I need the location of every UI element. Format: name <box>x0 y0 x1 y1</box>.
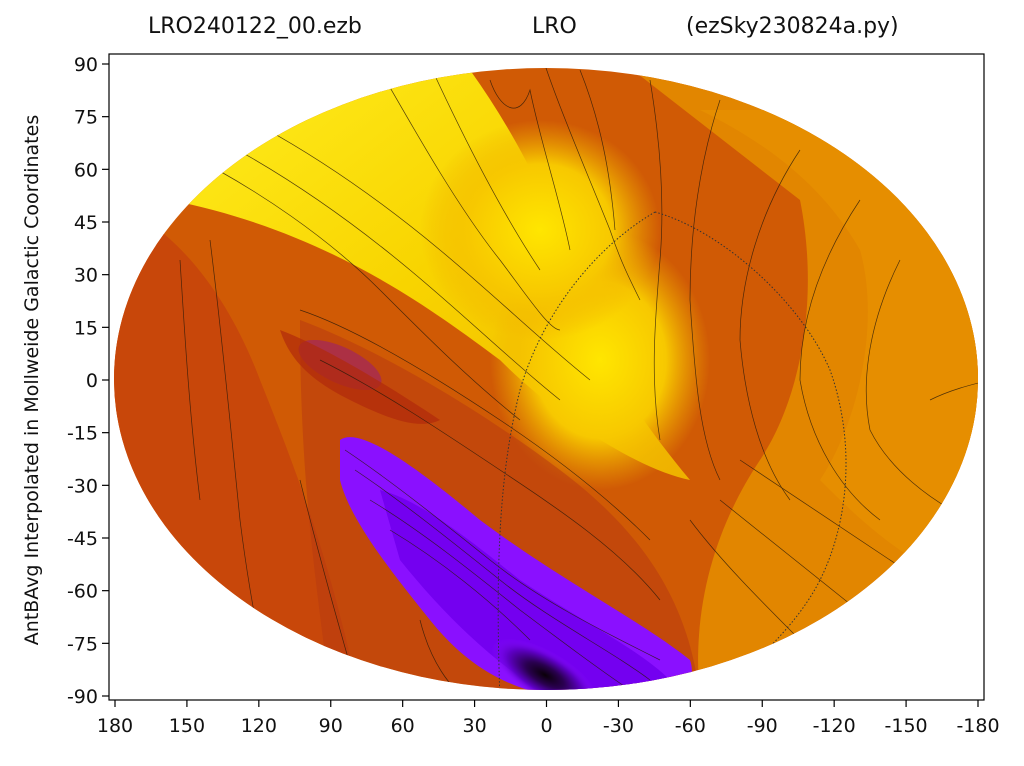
y-tick-label: 75 <box>74 107 98 129</box>
y-tick-label: -75 <box>67 633 98 655</box>
y-tick-label: -45 <box>67 528 98 550</box>
y-tick-label: 60 <box>74 159 98 181</box>
x-tick-label: -180 <box>956 715 999 737</box>
y-tick-label: -90 <box>67 686 98 708</box>
y-tick-label: -15 <box>67 423 98 445</box>
title-script: (ezSky230824a.py) <box>686 14 899 39</box>
y-tick-label: 0 <box>86 370 98 392</box>
y-tick-label: 45 <box>74 212 98 234</box>
y-tick-label: 15 <box>74 317 98 339</box>
x-tick-label: 180 <box>97 715 133 737</box>
x-tick-label: 150 <box>169 715 205 737</box>
x-tick-label: 30 <box>462 715 486 737</box>
x-tick-label: -120 <box>813 715 856 737</box>
y-tick-label: 90 <box>74 54 98 76</box>
x-tick-label: -90 <box>747 715 778 737</box>
y-tick-label: 30 <box>74 265 98 287</box>
overlay-curve <box>497 211 847 690</box>
y-tick-label: -30 <box>67 475 98 497</box>
x-tick-label: -60 <box>675 715 706 737</box>
x-tick-label: 0 <box>540 715 552 737</box>
x-tick-label: -30 <box>603 715 634 737</box>
title-station: LRO <box>532 14 577 39</box>
heatmap-field <box>114 68 978 690</box>
x-tick-label: 120 <box>241 715 277 737</box>
y-axis: 90 75 60 45 30 15 0 -15 -30 -45 -60 -75 -90 <box>67 54 109 708</box>
x-tick-label: -150 <box>885 715 928 737</box>
x-tick-label: 90 <box>319 715 343 737</box>
x-axis: 180 150 120 90 60 30 0 -30 -60 -90 -120 -150 -180 <box>97 700 1000 737</box>
title-filename: LRO240122_00.ezb <box>148 14 362 39</box>
x-tick-label: 60 <box>391 715 415 737</box>
y-tick-label: -60 <box>67 581 98 603</box>
